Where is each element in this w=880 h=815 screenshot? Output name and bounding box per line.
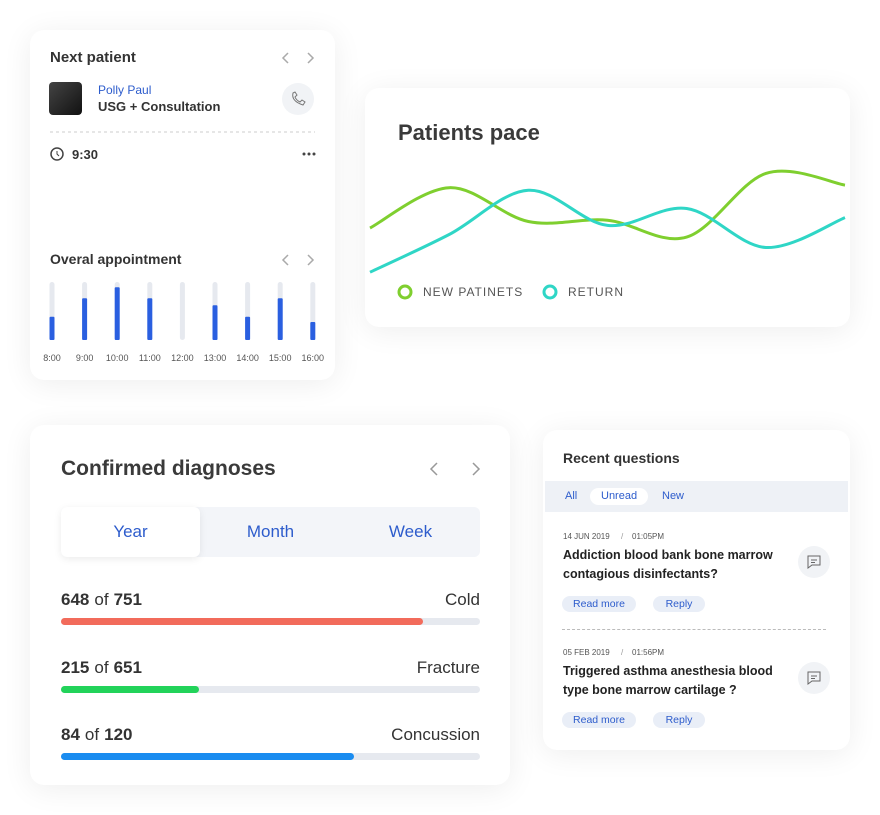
legend-marker: [542, 284, 558, 300]
pace-card: [365, 88, 850, 327]
legend-marker: [397, 284, 413, 300]
x-tick-label: 10:00: [106, 353, 129, 363]
question-text: Triggered asthma anesthesia blood type b…: [563, 664, 773, 697]
tab[interactable]: Month: [246, 522, 295, 541]
bar: [82, 298, 88, 340]
progress-bar: [61, 753, 355, 760]
tab[interactable]: All: [565, 490, 578, 502]
card-title: Next patient: [50, 49, 136, 66]
nav-arrows[interactable]: [280, 252, 320, 268]
question-date: 14 JUN 2019: [563, 532, 610, 541]
count-row: 648 of 751: [61, 590, 142, 610]
diagnosis-label: Cold: [445, 590, 480, 609]
legend: NEW PATINETS RETURN: [397, 284, 624, 300]
question-text: Addiction blood bank bone marrow contagi…: [563, 548, 773, 581]
bar: [310, 322, 316, 340]
line-series: [369, 169, 846, 241]
count: 648: [61, 590, 90, 609]
bar: [114, 287, 120, 340]
patient-name[interactable]: Polly Paul: [98, 83, 152, 97]
x-tick-label: 14:00: [236, 353, 259, 363]
appointment-time: 9:30: [72, 147, 99, 162]
legend-label: RETURN: [568, 285, 624, 299]
tab[interactable]: Unread: [590, 488, 649, 505]
progress-bar: [61, 618, 423, 625]
bar-track: [179, 282, 185, 340]
of: of: [84, 725, 100, 744]
read-more-button[interactable]: Read more: [562, 596, 636, 612]
bar: [277, 298, 283, 340]
questions-card: [543, 430, 850, 750]
count-row: 84 of 120: [61, 725, 132, 745]
count-row: 215 of 651: [61, 658, 142, 678]
card-title: Overal appointment: [50, 251, 182, 267]
x-tick-label: 9:00: [76, 353, 94, 363]
total: 120: [104, 725, 133, 744]
comment-icon[interactable]: [798, 546, 830, 578]
reply-button[interactable]: Reply: [653, 712, 705, 728]
x-tick-label: 13:00: [204, 353, 227, 363]
of: of: [94, 590, 109, 609]
service: USG + Consultation: [98, 99, 221, 114]
diagnosis-label: Fracture: [416, 657, 480, 677]
tab[interactable]: New: [662, 490, 685, 502]
question-date: 05 FEB 2019: [563, 648, 610, 657]
separator: /: [621, 532, 624, 541]
call-button[interactable]: [282, 83, 314, 115]
avatar: [49, 82, 82, 115]
reply-button[interactable]: Reply: [653, 596, 705, 612]
total: 651: [113, 657, 142, 677]
nav-arrows[interactable]: [428, 461, 484, 477]
x-tick-label: 12:00: [171, 353, 194, 363]
divider: [50, 131, 315, 133]
card-title: Recent questions: [563, 450, 680, 466]
bar: [147, 298, 153, 340]
clock-icon: [50, 147, 64, 161]
comment-glyph: [807, 671, 821, 685]
of: of: [94, 657, 109, 677]
progress-bar: [61, 685, 200, 693]
count: 215: [61, 657, 90, 677]
count: 84: [61, 725, 80, 744]
x-tick-label: 15:00: [269, 353, 292, 363]
diagnosis-label: Concussion: [391, 725, 480, 744]
legend-label: NEW PATINETS: [423, 285, 523, 299]
question-time: 01:56PM: [632, 648, 665, 657]
question-time: 01:05PM: [632, 532, 665, 541]
read-more-button[interactable]: Read more: [562, 712, 636, 728]
appointment-chart: 8:00 9:00 10:00 11:00 12:00 13:00 14:00 15:00 16…: [43, 282, 325, 363]
more-icon[interactable]: [302, 152, 316, 156]
x-tick-label: 8:00: [43, 353, 61, 363]
card-title: Confirmed diagnoses: [61, 457, 276, 480]
progress-track: [61, 685, 480, 693]
bar: [245, 316, 251, 340]
bar: [212, 305, 218, 340]
x-tick-label: 16:00: [302, 353, 325, 363]
comment-icon[interactable]: [798, 662, 830, 694]
total: 751: [113, 590, 142, 609]
tab[interactable]: Week: [388, 522, 433, 541]
divider: [562, 629, 826, 630]
pace-chart: [369, 169, 846, 274]
x-tick-label: 11:00: [139, 353, 161, 363]
line-series: [369, 188, 846, 274]
comment-glyph: [807, 555, 821, 569]
diagnoses-card: [30, 425, 510, 785]
bar: [49, 316, 55, 340]
tab[interactable]: Year: [61, 507, 200, 557]
card-title: Patients pace: [398, 120, 540, 145]
nav-arrows[interactable]: [280, 50, 320, 66]
separator: /: [621, 648, 624, 657]
